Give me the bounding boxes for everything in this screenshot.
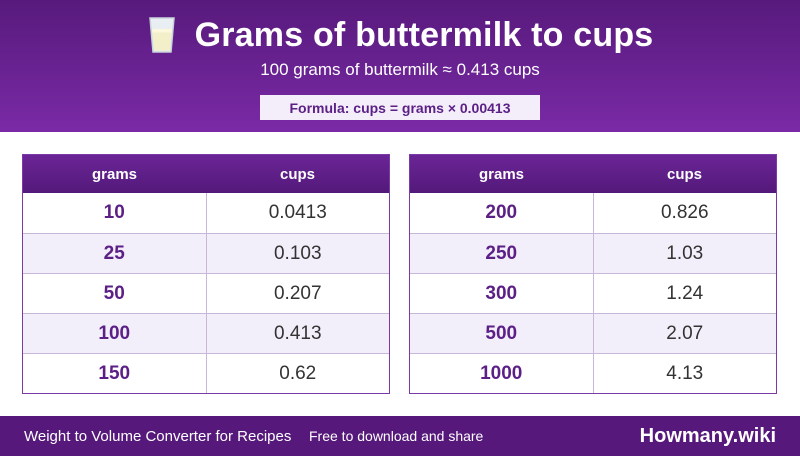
table-row: 250 1.03 — [410, 233, 776, 273]
cups-cell: 4.13 — [666, 362, 704, 384]
grams-cell: 500 — [410, 314, 594, 353]
page-title: Grams of buttermilk to cups — [194, 15, 654, 54]
grams-cell: 300 — [410, 274, 594, 313]
grams-cell: 25 — [23, 234, 207, 273]
table-row: 150 0.62 — [23, 353, 389, 393]
page-subtitle: 100 grams of buttermilk ≈ 0.413 cups — [260, 60, 540, 79]
table-row: 10 0.0413 — [23, 193, 389, 233]
title-row: Grams of buttermilk to cups — [0, 12, 800, 58]
cups-cell: 0.62 — [279, 362, 317, 384]
grams-cell: 1000 — [410, 354, 594, 393]
table-row: 100 0.413 — [23, 313, 389, 353]
cups-cell: 2.07 — [666, 322, 704, 344]
header-banner: Grams of buttermilk to cups 100 grams of… — [0, 0, 800, 132]
table-row: 200 0.826 — [410, 193, 776, 233]
grams-cell: 10 — [23, 193, 207, 233]
footer-app-name: Weight to Volume Converter for Recipes — [24, 427, 292, 445]
header-grams: grams — [91, 165, 138, 183]
grams-cell: 200 — [410, 193, 594, 233]
cups-cell: 1.24 — [666, 282, 704, 304]
grams-cell: 100 — [23, 314, 207, 353]
footer-brand-link[interactable]: Howmany.wiki — [639, 424, 776, 447]
table-row: 50 0.207 — [23, 273, 389, 313]
cups-cell: 0.826 — [660, 202, 709, 223]
grams-cell: 150 — [23, 354, 207, 393]
header-cups: cups — [279, 165, 315, 183]
table-row: 500 2.07 — [410, 313, 776, 353]
cups-cell: 0.413 — [273, 322, 322, 344]
conversion-table-right: grams cups 200 0.826 250 1.03 300 1.24 5… — [409, 154, 777, 394]
table-row: 300 1.24 — [410, 273, 776, 313]
cups-cell: 1.03 — [666, 242, 704, 264]
footer-bar: Weight to Volume Converter for Recipes F… — [0, 416, 800, 456]
table-row: 1000 4.13 — [410, 353, 776, 393]
footer-tagline: Free to download and share — [309, 428, 484, 444]
cups-cell: 0.103 — [273, 242, 322, 264]
conversion-table-left: grams cups 10 0.0413 25 0.103 50 0.207 1… — [22, 154, 390, 394]
header-cups: cups — [666, 165, 702, 183]
grams-cell: 250 — [410, 234, 594, 273]
table-header: grams cups — [410, 155, 776, 193]
milk-glass-icon — [148, 17, 175, 53]
table-header: grams cups — [23, 155, 389, 193]
table-row: 25 0.103 — [23, 233, 389, 273]
cups-cell: 0.207 — [273, 282, 322, 304]
header-grams: grams — [478, 165, 525, 183]
grams-cell: 50 — [23, 274, 207, 313]
formula-badge: Formula: cups = grams × 0.00413 — [260, 95, 540, 120]
cups-cell: 0.0413 — [268, 202, 327, 223]
